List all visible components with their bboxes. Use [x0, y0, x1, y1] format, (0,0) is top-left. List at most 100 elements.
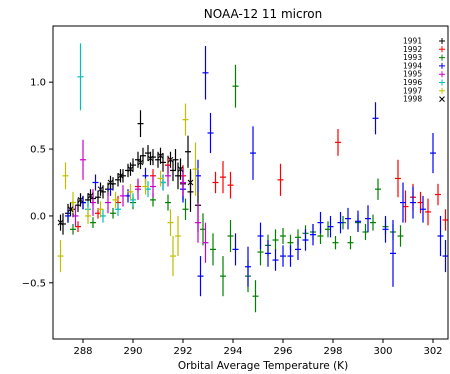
legend-entry: 1991 [403, 37, 445, 46]
legend-label: 1996 [403, 78, 422, 87]
series-1992 [75, 128, 448, 232]
data-point [192, 142, 199, 196]
data-point [335, 128, 341, 156]
legend-marker [439, 46, 445, 53]
data-point [272, 229, 279, 251]
data-point [220, 256, 226, 297]
data-point [147, 151, 154, 166]
legend-label: 1992 [403, 45, 422, 54]
legend-entry: 1994 [403, 61, 445, 70]
data-point [182, 103, 189, 136]
data-point [280, 245, 286, 267]
data-point [70, 223, 76, 235]
data-point [435, 183, 441, 206]
legend-marker [439, 79, 445, 86]
data-point [245, 246, 251, 287]
data-point [400, 182, 406, 223]
data-point [187, 169, 194, 196]
data-point [227, 219, 234, 253]
legend-entry: 1995 [403, 70, 445, 79]
data-point [317, 211, 324, 234]
data-point [310, 223, 316, 246]
data-point [77, 193, 84, 207]
data-point [207, 112, 214, 154]
data-point [425, 198, 431, 226]
data-point [195, 202, 201, 243]
series-1998 [57, 147, 194, 231]
data-point [345, 207, 351, 230]
legend-entry: 1997 [403, 86, 445, 95]
data-point [57, 240, 64, 273]
data-point [177, 158, 184, 180]
series-1994 [65, 46, 448, 297]
legend-marker [439, 87, 445, 94]
data-point [210, 233, 216, 266]
x-marker [57, 219, 64, 226]
data-point [95, 190, 101, 204]
x-marker [187, 179, 194, 186]
data-point [355, 210, 361, 232]
y-tick-label: −0.5 [22, 278, 46, 289]
data-point [57, 214, 64, 231]
data-point [430, 133, 436, 174]
data-point [202, 222, 209, 263]
x-tick-label: 302 [423, 346, 442, 357]
data-point [127, 183, 134, 200]
x-tick-label: 288 [73, 346, 92, 357]
data-point [127, 162, 134, 176]
data-point [165, 165, 171, 187]
legend-label: 1998 [403, 95, 422, 104]
x-marker [77, 197, 84, 203]
legend-label: 1995 [403, 70, 422, 79]
data-point [397, 225, 404, 247]
chart-title: NOAA-12 11 micron [204, 7, 322, 21]
data-point [370, 214, 376, 231]
data-point [70, 191, 76, 214]
legend-entry: 1998 [403, 95, 445, 104]
legend-entry: 1996 [403, 78, 445, 87]
legend-label: 1991 [403, 37, 422, 46]
legend-marker [439, 96, 445, 102]
data-point [120, 185, 126, 207]
y-tick-label: 1.0 [30, 78, 46, 89]
data-point [105, 191, 111, 214]
x-tick-label: 298 [323, 346, 342, 357]
data-point [287, 245, 294, 267]
data-point [72, 205, 79, 227]
data-point [157, 170, 164, 187]
data-point [135, 178, 141, 200]
data-point [142, 178, 149, 195]
x-marker [177, 166, 184, 172]
data-point [257, 222, 264, 250]
data-point [272, 249, 279, 271]
data-point [110, 207, 116, 219]
data-point [117, 169, 124, 183]
data-point [327, 215, 334, 238]
data-point [167, 209, 174, 237]
data-point [130, 193, 136, 207]
x-marker [97, 186, 104, 193]
x-marker [107, 179, 114, 186]
y-tick-label: 0.0 [30, 211, 46, 222]
data-point [265, 240, 271, 267]
data-point [77, 43, 84, 111]
x-marker [137, 159, 144, 166]
data-point [180, 169, 186, 196]
data-point [87, 189, 94, 203]
x-marker [157, 152, 164, 159]
data-point [227, 171, 234, 199]
data-point [170, 236, 176, 277]
legend-marker [439, 62, 445, 69]
data-point [137, 155, 144, 170]
x-marker [127, 166, 134, 172]
legend-marker [439, 38, 445, 44]
data-point [165, 194, 171, 211]
series-1996 [77, 43, 166, 223]
x-tick-label: 294 [223, 346, 242, 357]
legend-label: 1997 [403, 86, 422, 95]
data-point [170, 159, 176, 182]
plot-frame [52, 25, 449, 340]
data-point [182, 198, 189, 220]
